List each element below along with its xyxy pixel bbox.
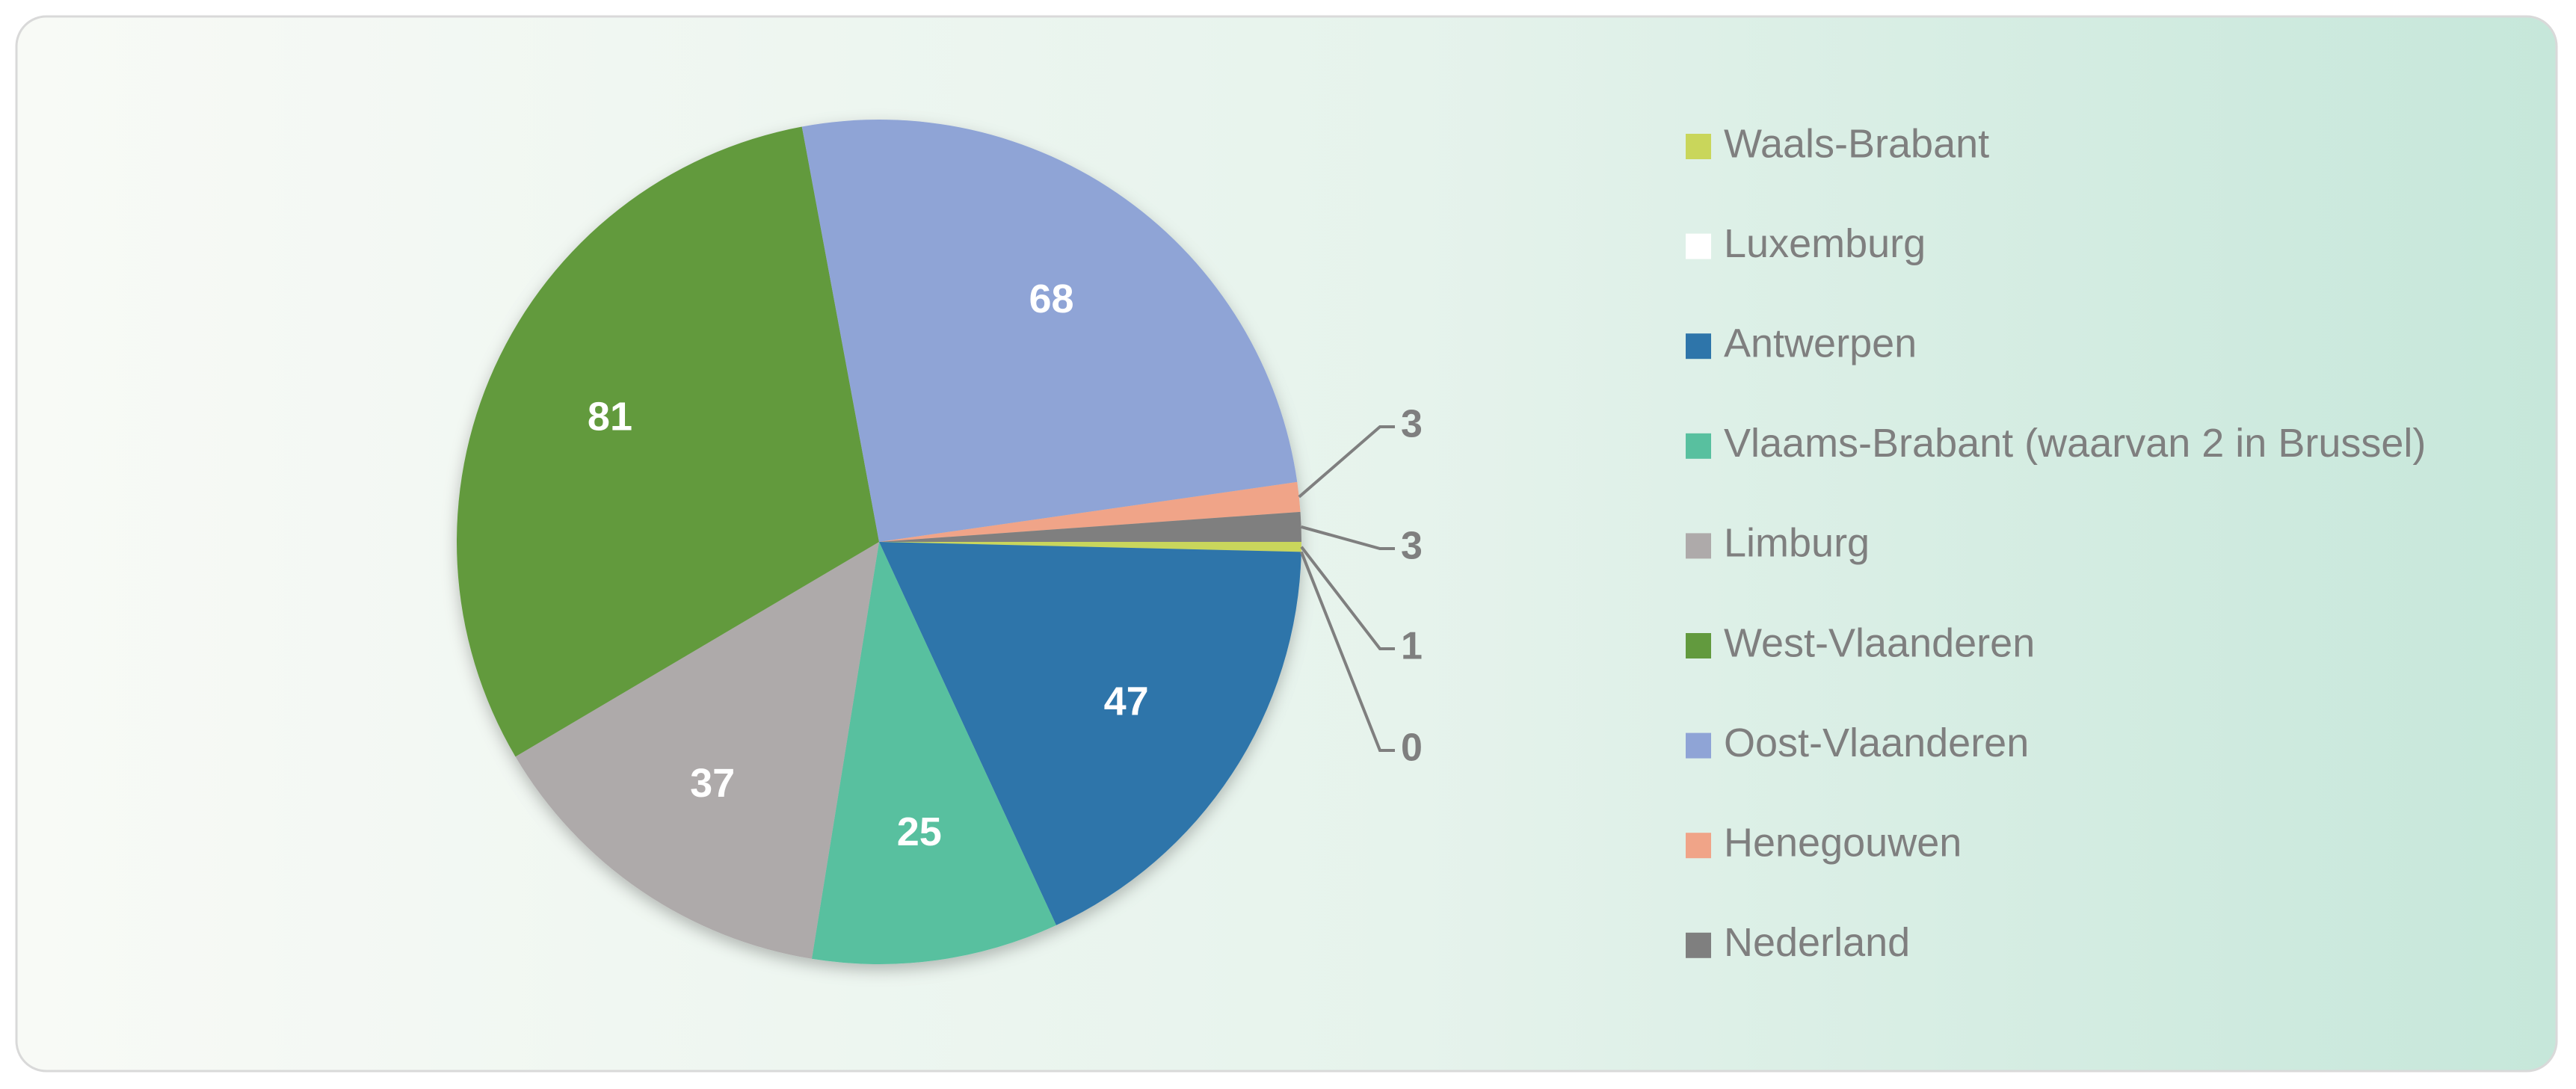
legend-label: West-Vlaanderen [1724, 620, 2035, 665]
leader-line [1301, 525, 1395, 550]
legend: Waals-Brabant Luxemburg Antwerpen Vlaams-Br… [1686, 121, 2426, 965]
legend-label: Waals-Brabant [1724, 121, 1989, 166]
pie-slice [457, 126, 879, 757]
pie-slice [879, 542, 1301, 552]
legend-label: Vlaams-Brabant (waarvan 2 in Brussel) [1724, 421, 2426, 466]
leader-line [1298, 425, 1395, 499]
data-label: 3 [1401, 525, 1423, 568]
data-label: 37 [690, 761, 735, 806]
legend-swatch [1686, 233, 1711, 259]
legend-swatch [1686, 533, 1711, 559]
pie-slice [801, 119, 1298, 542]
data-label: 1 [1401, 625, 1423, 668]
data-label: 68 [1029, 277, 1074, 321]
legend-label: Nederland [1724, 920, 1910, 965]
data-label: 47 [1104, 679, 1149, 724]
legend-label: Limburg [1724, 521, 1870, 566]
legend-swatch [1686, 932, 1711, 958]
data-label: 0 [1401, 726, 1423, 770]
pie-slice [879, 542, 1301, 925]
leader-line [1300, 546, 1395, 650]
data-label: 3 [1401, 403, 1423, 446]
data-label: 25 [897, 809, 942, 854]
legend-swatch [1686, 633, 1711, 658]
legend-label: Henegouwen [1724, 820, 1962, 865]
legend-label: Oost-Vlaanderen [1724, 721, 2029, 765]
pie [457, 119, 1301, 964]
legend-swatch [1686, 732, 1711, 759]
data-labels: 1 0 47 25 37 81 68 3 3 [588, 277, 1423, 854]
pie-slice [879, 481, 1301, 542]
legend-label: Antwerpen [1724, 321, 1917, 365]
legend-swatch [1686, 433, 1711, 459]
legend-label: Luxemburg [1724, 221, 1926, 266]
pie-slice [811, 542, 1056, 964]
data-label: 81 [588, 395, 632, 439]
pie-slice [515, 542, 879, 959]
pie-slice [879, 511, 1301, 542]
legend-swatch [1686, 833, 1711, 859]
legend-swatch [1686, 333, 1711, 360]
leader-line [1299, 551, 1395, 752]
legend-swatch [1686, 134, 1711, 159]
